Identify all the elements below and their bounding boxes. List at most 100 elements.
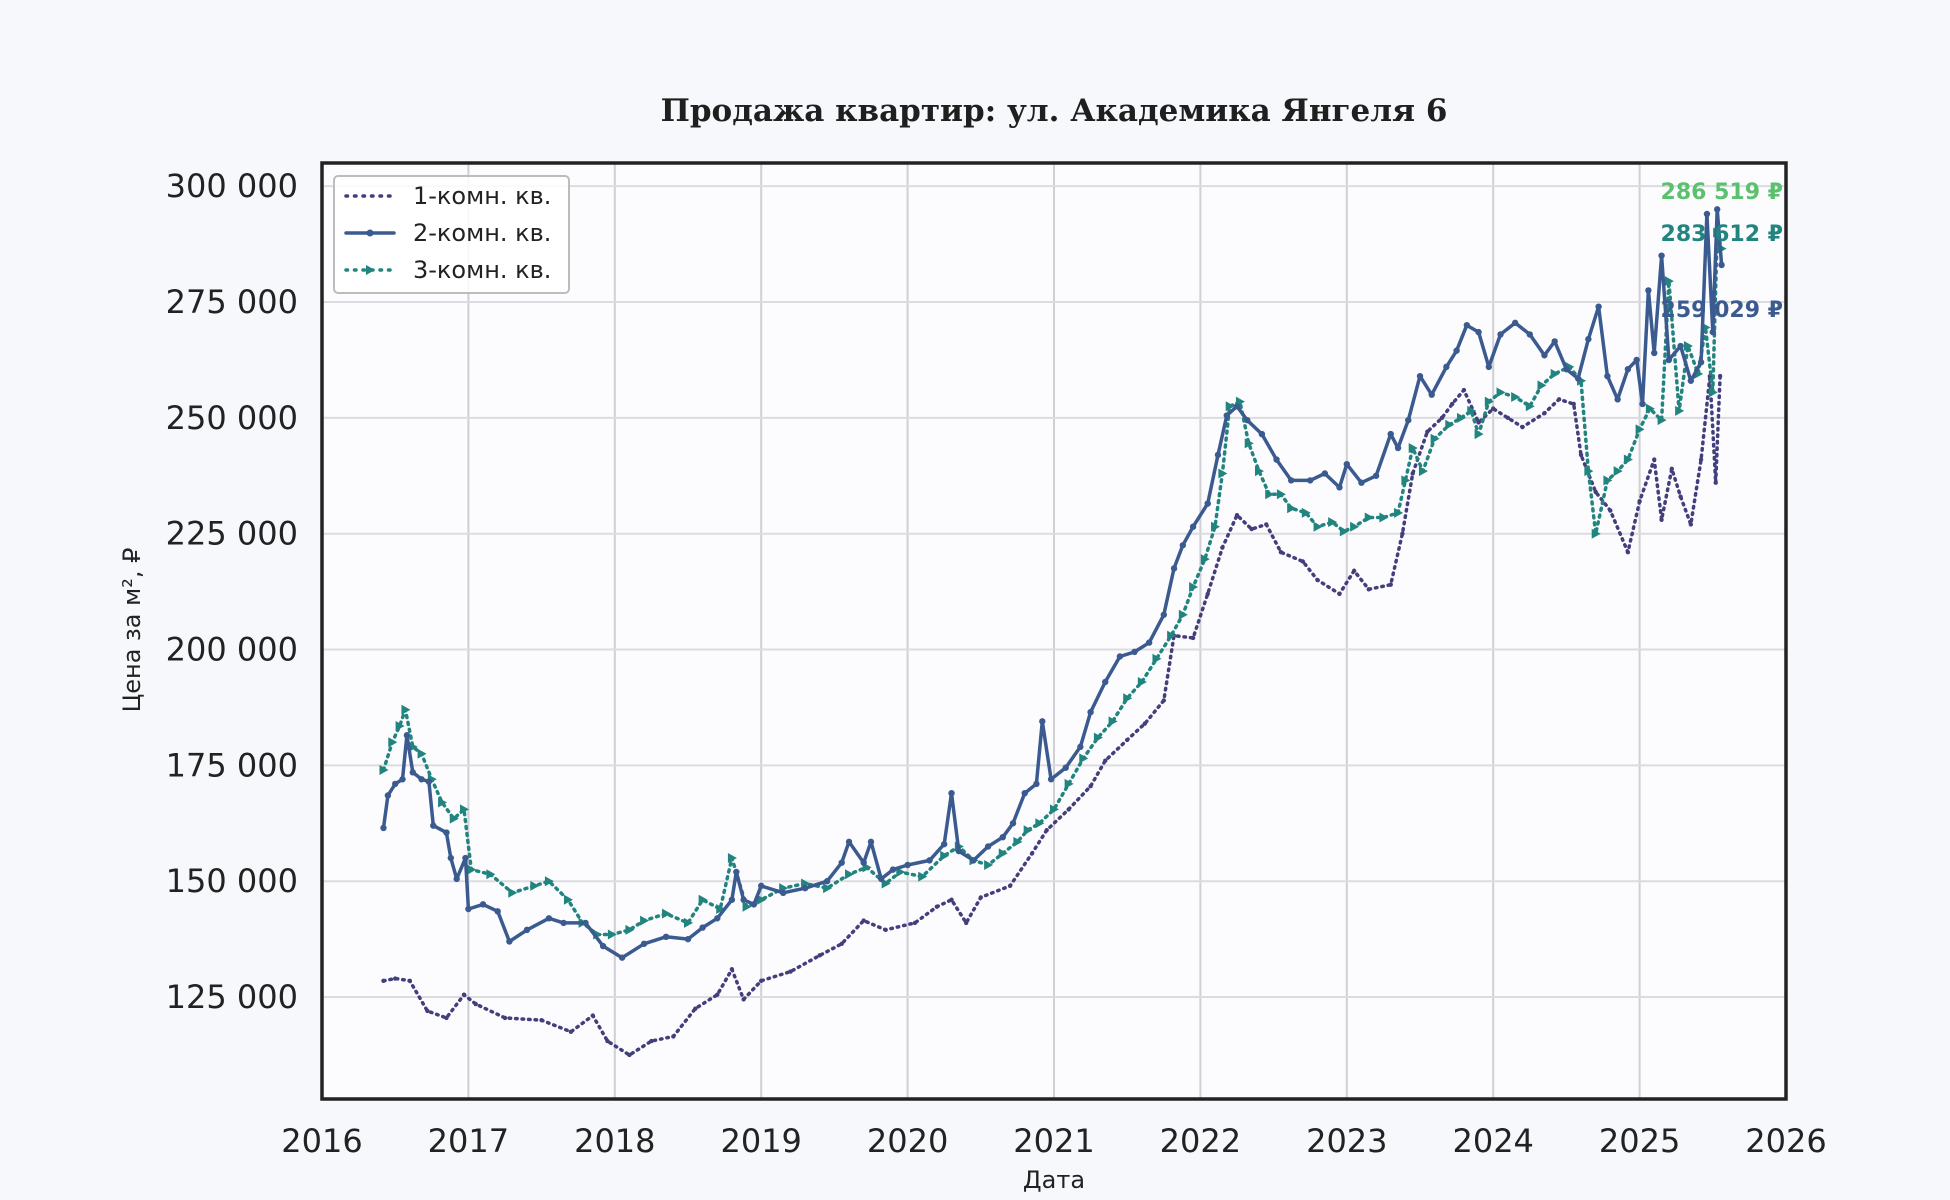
data-point: [1614, 396, 1621, 403]
data-point: [918, 871, 928, 882]
data-point: [1595, 303, 1602, 310]
data-point: [1624, 365, 1632, 373]
data-point: [1321, 470, 1329, 477]
data-point: [728, 896, 736, 903]
data-point: [379, 765, 389, 776]
data-point: [1698, 457, 1704, 462]
data-point: [699, 924, 706, 931]
data-point: [1066, 807, 1071, 812]
data-point: [384, 792, 392, 799]
data-point: [1511, 319, 1519, 327]
chart-legend: 1-комн. кв. 2-комн. кв. 3-комн. кв.: [333, 175, 570, 294]
data-point: [1307, 477, 1314, 484]
data-point: [1443, 363, 1450, 371]
data-point: [742, 901, 752, 912]
data-point: [1683, 341, 1693, 352]
data-point: [1604, 372, 1611, 380]
y-tick-label: 125 000: [166, 978, 298, 1016]
data-point: [1116, 653, 1124, 660]
data-point: [759, 978, 764, 984]
data-point: [1496, 387, 1506, 398]
data-point: [460, 804, 470, 815]
data-point: [970, 857, 977, 864]
legend-entry-1: 1-комн. кв.: [344, 182, 551, 210]
data-point: [845, 869, 855, 880]
data-point: [1278, 550, 1284, 555]
data-point: [889, 866, 897, 873]
data-point: [1537, 380, 1547, 391]
data-point: [1339, 526, 1349, 537]
data-point: [1276, 489, 1286, 500]
data-point: [1520, 424, 1525, 430]
data-point: [563, 894, 573, 905]
data-point: [1189, 581, 1199, 592]
y-axis-label: Цена за м², ₽: [118, 548, 146, 713]
data-point: [418, 776, 425, 783]
data-point: [1387, 430, 1394, 438]
data-point: [757, 894, 767, 905]
data-point: [605, 1038, 610, 1044]
data-point: [1244, 438, 1254, 449]
x-tick-label: 2020: [867, 1122, 948, 1160]
data-point: [1633, 356, 1640, 364]
data-point: [1578, 452, 1584, 458]
data-point: [1585, 335, 1592, 343]
data-point: [401, 704, 411, 715]
data-point: [1079, 753, 1089, 764]
end-value-label: 286 519 ₽: [1661, 180, 1783, 205]
data-point: [1425, 429, 1430, 434]
data-point: [779, 889, 787, 897]
data-point: [417, 748, 427, 759]
data-point: [1170, 565, 1178, 572]
x-tick-label: 2017: [428, 1122, 509, 1160]
data-point: [1337, 591, 1342, 597]
data-point: [1077, 743, 1084, 751]
data-point: [502, 1015, 508, 1021]
data-point: [1456, 412, 1466, 423]
data-point: [978, 895, 983, 900]
data-point: [1225, 401, 1235, 412]
data-point: [380, 824, 387, 832]
data-point: [941, 840, 948, 848]
data-point: [1593, 489, 1598, 495]
y-tick-label: 250 000: [166, 399, 298, 437]
legend-label: 2-комн. кв.: [413, 219, 551, 247]
data-point: [1394, 507, 1404, 518]
data-point: [1603, 475, 1613, 486]
data-point: [1125, 737, 1130, 743]
end-value-labels: 286 519 ₽ 283 612 ₽ 259 029 ₽: [1661, 180, 1783, 323]
data-point: [1591, 528, 1601, 539]
data-point: [662, 933, 670, 941]
data-point: [1033, 780, 1040, 788]
data-point: [750, 901, 758, 908]
data-point: [1584, 466, 1594, 477]
data-point: [1525, 401, 1535, 412]
data-point: [912, 920, 918, 926]
data-point: [1315, 577, 1320, 583]
data-point: [883, 927, 888, 933]
data-point: [1388, 582, 1393, 587]
data-point: [1102, 678, 1109, 686]
data-point: [839, 941, 844, 946]
data-point: [1669, 466, 1675, 472]
data-point: [1430, 433, 1440, 444]
data-point: [449, 813, 459, 824]
data-point: [1372, 472, 1380, 479]
data-point: [817, 953, 822, 958]
data-point: [1223, 412, 1230, 419]
data-point: [1485, 363, 1493, 371]
data-point: [461, 992, 467, 997]
data-point: [1645, 403, 1655, 414]
data-point: [715, 992, 720, 997]
data-point: [1087, 708, 1094, 716]
data-point: [727, 853, 737, 864]
data-point: [649, 1038, 654, 1044]
data-point: [403, 732, 411, 739]
data-point: [1093, 732, 1103, 743]
data-point: [1405, 416, 1412, 424]
data-point: [1439, 415, 1445, 421]
data-point: [1064, 778, 1074, 789]
data-point: [607, 929, 617, 940]
data-point: [1697, 359, 1705, 366]
